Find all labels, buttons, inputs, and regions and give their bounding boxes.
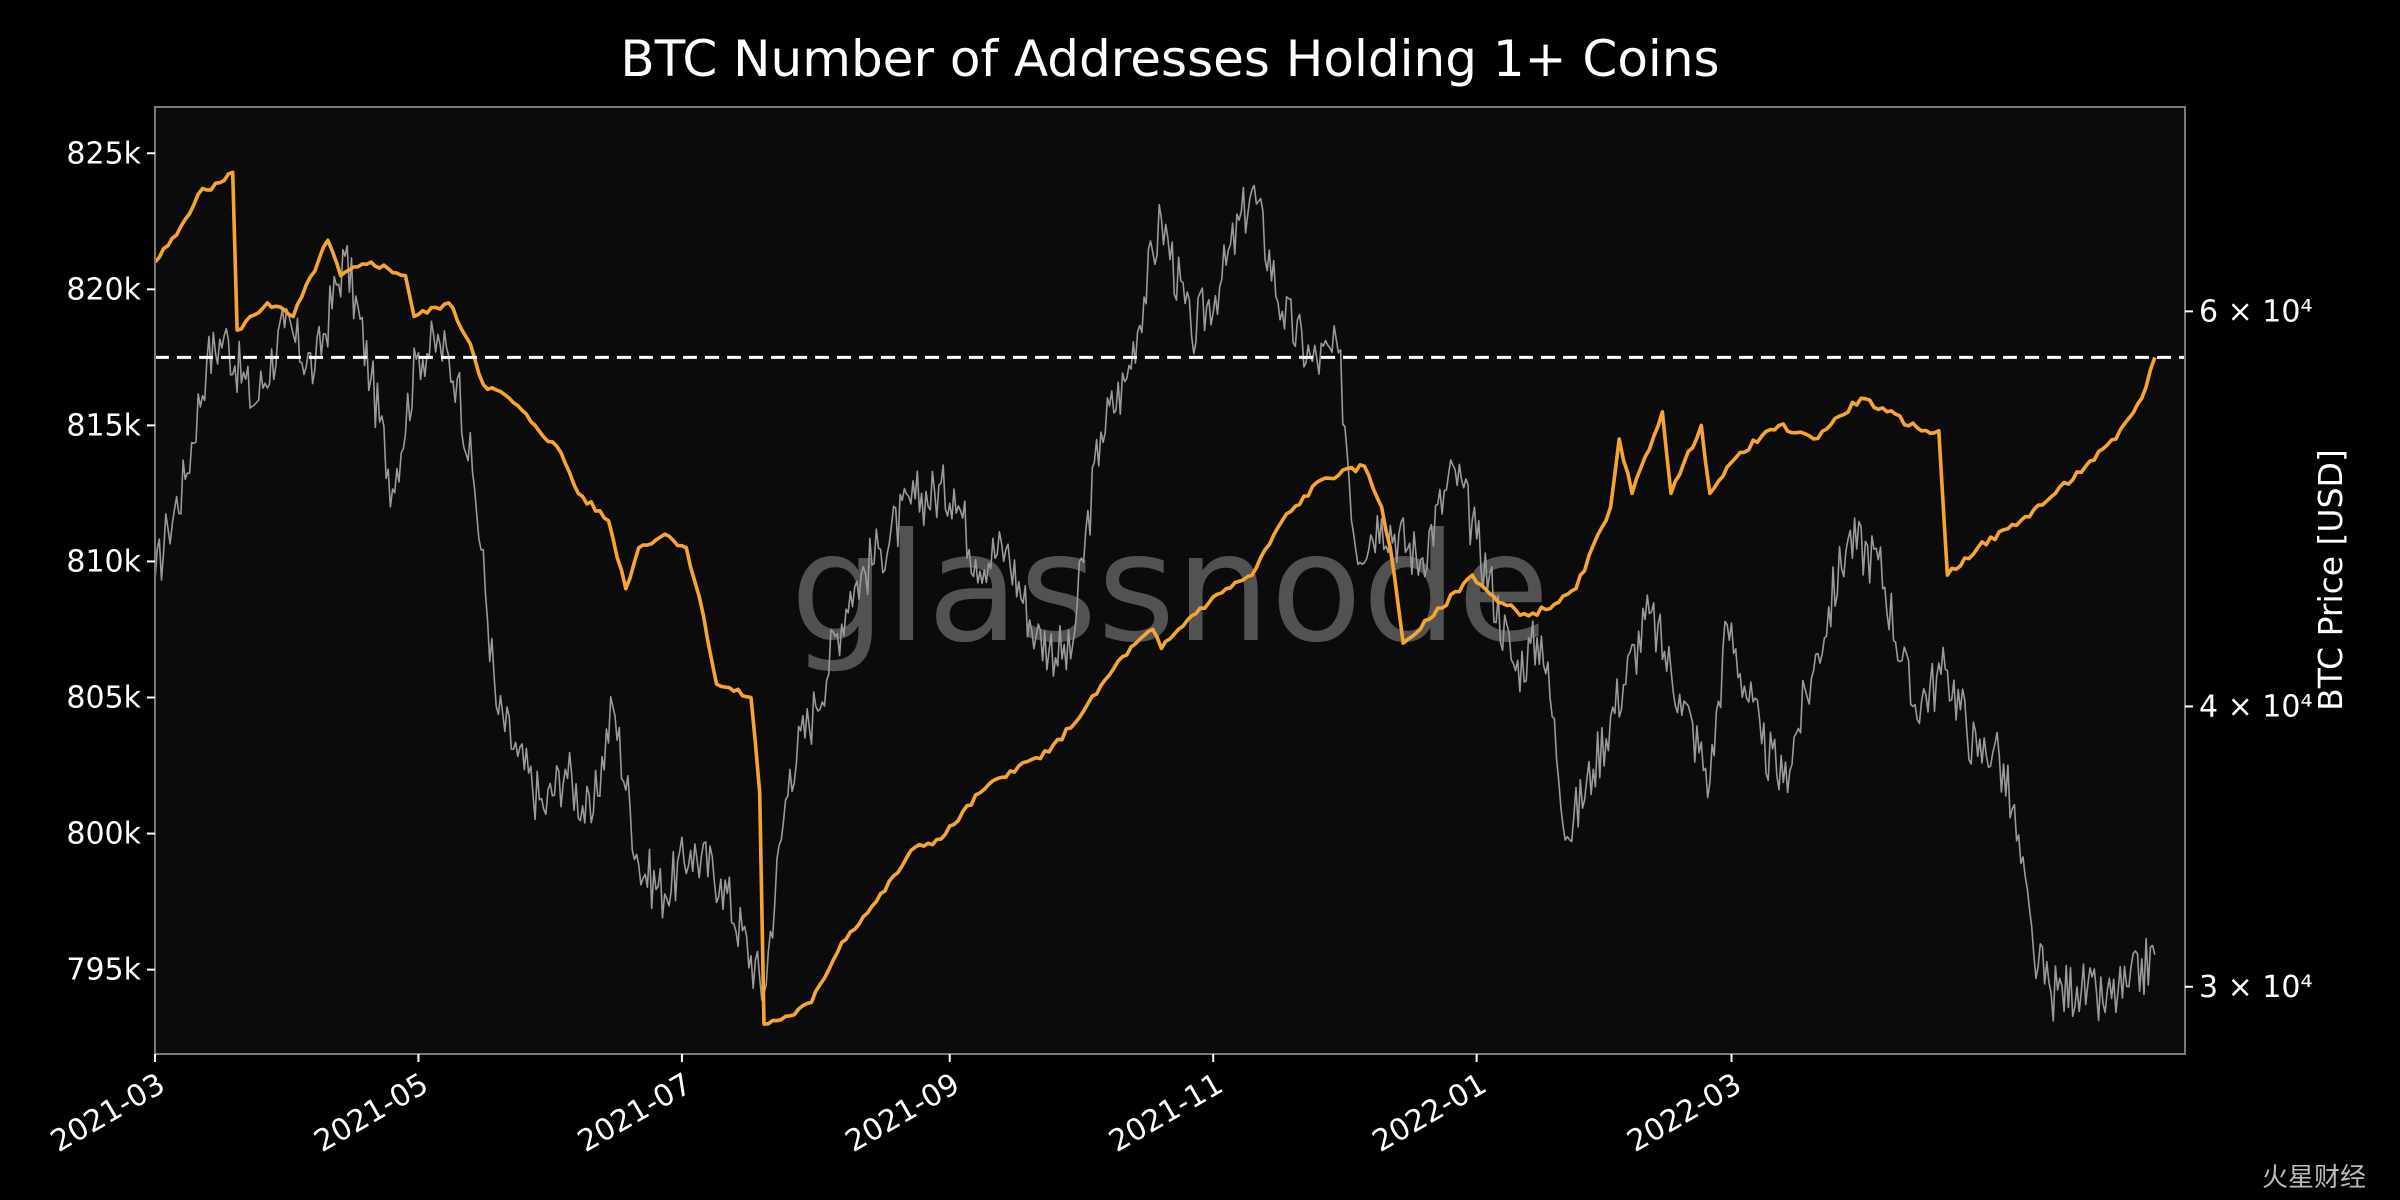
right-tick-label: 3 × 10⁴ xyxy=(2199,970,2313,1005)
glassnode-watermark: glassnode xyxy=(790,502,1549,676)
left-tick-label: 800k xyxy=(66,817,141,852)
x-tick-label: 2021-07 xyxy=(572,1067,698,1160)
left-tick-label: 820k xyxy=(66,272,141,307)
x-tick-label: 2021-09 xyxy=(840,1067,966,1160)
x-tick-label: 2021-03 xyxy=(45,1067,171,1160)
plot-frame xyxy=(154,106,2186,1055)
right-tick-label: 4 × 10⁴ xyxy=(2199,689,2313,724)
left-tick-label: 810k xyxy=(66,544,141,579)
btc-price-line xyxy=(154,184,2156,1022)
corner-watermark: 火星财经 xyxy=(2262,1163,2366,1193)
x-tick-label: 2021-05 xyxy=(308,1067,434,1160)
left-tick-label: 815k xyxy=(66,408,141,443)
left-tick-label: 805k xyxy=(66,681,141,716)
plot-area xyxy=(155,107,2185,1054)
right-tick-label: 6 × 10⁴ xyxy=(2199,294,2313,329)
x-tick-label: 2021-11 xyxy=(1103,1067,1229,1160)
x-tick-label: 2022-03 xyxy=(1621,1067,1747,1160)
x-tick-label: 2022-01 xyxy=(1367,1067,1493,1160)
left-tick-label: 795k xyxy=(66,953,141,988)
chart-title: BTC Number of Addresses Holding 1+ Coins xyxy=(620,30,1720,88)
right-axis-label: BTC Price [USD] xyxy=(2311,449,2350,711)
addresses-line xyxy=(153,170,2157,1026)
left-tick-label: 825k xyxy=(66,136,141,171)
